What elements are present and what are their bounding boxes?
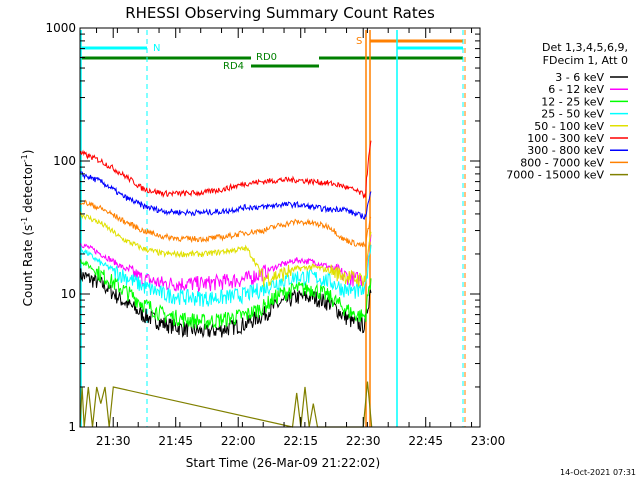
y-tick-label: 1000 bbox=[45, 21, 76, 35]
x-tick-label: 22:00 bbox=[221, 434, 256, 448]
saa-label: S bbox=[356, 36, 362, 47]
series-line-50-100-kev bbox=[79, 211, 372, 288]
series-line-7000-15000-kev bbox=[79, 381, 373, 428]
night-label: N bbox=[153, 43, 160, 54]
series-layer bbox=[79, 140, 373, 428]
legend: Det 1,3,4,5,6,9, FDecim 1, Att 0 3 - 6 k… bbox=[506, 41, 628, 182]
generated-timestamp: 14-Oct-2021 07:31 bbox=[560, 468, 636, 477]
plot-frame bbox=[79, 27, 481, 428]
series-line-25-50-kev bbox=[79, 244, 372, 307]
series-line-3-6-kev bbox=[79, 268, 372, 339]
y-tick-label: 10 bbox=[61, 287, 76, 301]
legend-label-100-300-kev: 100 - 300 keV bbox=[527, 132, 604, 145]
y-tick-label: 1 bbox=[68, 420, 76, 434]
x-tick-label: 22:15 bbox=[283, 434, 318, 448]
axis-layer: 1000 100 10 1 21:30 21:45 22:00 22:15 22:30 22:45… bbox=[45, 21, 505, 448]
series-line-12-25-kev bbox=[79, 259, 372, 330]
legend-label-50-100-kev: 50 - 100 keV bbox=[534, 120, 604, 133]
legend-label-25-50-kev: 25 - 50 keV bbox=[541, 108, 604, 121]
y-tick-label: 100 bbox=[53, 154, 76, 168]
legend-header-decim: FDecim 1, Att 0 bbox=[543, 54, 628, 67]
x-tick-label: 21:45 bbox=[158, 434, 193, 448]
rd4-label: RD4 bbox=[223, 61, 244, 72]
series-line-6-12-kev bbox=[79, 234, 372, 294]
series-line-800-7000-kev bbox=[80, 199, 372, 248]
chart-title: RHESSI Observing Summary Count Rates bbox=[125, 4, 435, 22]
x-tick-label: 22:30 bbox=[346, 434, 381, 448]
legend-label-3-6-kev: 3 - 6 keV bbox=[555, 71, 604, 84]
legend-label-6-12-kev: 6 - 12 keV bbox=[548, 83, 604, 96]
x-axis-label: Start Time (26-Mar-09 21:22:02) bbox=[186, 456, 380, 470]
legend-label-800-7000-kev: 800 - 7000 keV bbox=[520, 156, 604, 169]
legend-label-12-25-kev: 12 - 25 keV bbox=[541, 95, 604, 108]
legend-header-detectors: Det 1,3,4,5,6,9, bbox=[542, 41, 628, 54]
legend-label-300-800-kev: 300 - 800 keV bbox=[527, 144, 604, 157]
series-line-300-800-kev bbox=[79, 171, 372, 220]
legend-label-7000-15000-kev: 7000 - 15000 keV bbox=[506, 169, 604, 182]
series-line-100-300-kev bbox=[79, 140, 372, 200]
x-tick-label: 21:30 bbox=[96, 434, 131, 448]
x-tick-label: 23:00 bbox=[471, 434, 506, 448]
rd0-label: RD0 bbox=[256, 52, 277, 63]
x-tick-label: 22:45 bbox=[408, 434, 443, 448]
y-axis-label: Count Rate (s-1 detector-1) bbox=[20, 150, 35, 307]
observing-annotations: N S RD0 RD4 bbox=[80, 30, 466, 427]
